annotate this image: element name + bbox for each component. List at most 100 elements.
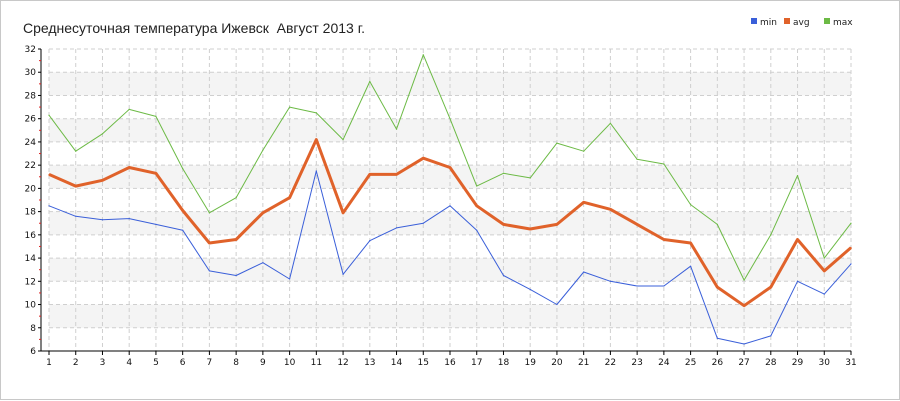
data-point-avg — [476, 205, 478, 207]
data-point-avg — [690, 242, 692, 244]
data-point-min — [342, 273, 344, 275]
data-point-min — [716, 337, 718, 339]
data-point-min — [743, 343, 745, 345]
y-tick-label: 6 — [30, 347, 36, 357]
data-point-min — [155, 223, 157, 225]
x-tick-label: 19 — [524, 358, 536, 368]
legend-label-max: max — [833, 18, 853, 28]
x-tick-label: 23 — [631, 358, 642, 368]
x-tick-label: 4 — [126, 358, 132, 368]
data-point-avg — [583, 201, 585, 203]
data-point-max — [422, 54, 424, 56]
data-point-min — [663, 285, 665, 287]
data-point-max — [476, 185, 478, 187]
data-point-avg — [342, 212, 344, 214]
y-tick-label: 20 — [25, 184, 37, 194]
data-point-max — [369, 80, 371, 83]
data-point-max — [155, 115, 157, 117]
data-point-min — [262, 262, 264, 264]
x-tick-label: 6 — [180, 358, 186, 368]
y-tick-label: 14 — [25, 254, 37, 264]
data-point-min — [422, 222, 424, 224]
y-tick-label: 24 — [25, 138, 37, 148]
legend-swatch-avg — [784, 18, 790, 24]
data-point-avg — [716, 286, 718, 288]
data-point-min — [289, 278, 291, 280]
data-point-avg — [609, 208, 612, 210]
x-tick-label: 5 — [153, 358, 159, 368]
data-point-max — [796, 175, 799, 177]
data-point-min — [315, 170, 317, 172]
data-point-min — [182, 229, 184, 231]
x-tick-label: 15 — [418, 358, 429, 368]
y-tick-label: 18 — [25, 208, 37, 218]
grid-band — [49, 211, 851, 235]
data-point-min — [101, 219, 104, 221]
data-point-avg — [395, 173, 398, 176]
x-tick-label: 18 — [498, 358, 510, 368]
data-point-min — [502, 274, 505, 277]
x-tick-label: 24 — [658, 358, 670, 368]
x-tick-label: 21 — [578, 358, 589, 368]
data-point-max — [128, 108, 130, 110]
legend-label-avg: avg — [793, 18, 810, 28]
data-point-min — [369, 240, 371, 242]
data-point-max — [556, 142, 558, 144]
x-tick-label: 28 — [765, 358, 777, 368]
legend-item-avg: avg — [784, 17, 810, 28]
data-point-max — [289, 106, 291, 108]
data-point-avg — [770, 286, 772, 288]
data-point-max — [743, 279, 745, 281]
data-point-min — [529, 288, 531, 291]
data-point-avg — [101, 179, 104, 181]
data-point-avg — [823, 270, 825, 272]
data-point-avg — [155, 172, 157, 174]
x-tick-label: 22 — [605, 358, 616, 368]
x-tick-label: 14 — [391, 358, 403, 368]
x-tick-label: 17 — [471, 358, 482, 368]
data-point-avg — [529, 228, 531, 230]
legend-label-min: min — [760, 18, 777, 28]
data-point-max — [262, 149, 264, 151]
y-tick-label: 10 — [25, 301, 37, 311]
data-point-max — [342, 139, 344, 141]
data-point-min — [395, 227, 398, 229]
y-tick-label: 28 — [25, 91, 37, 101]
y-tick-label: 26 — [25, 115, 37, 125]
y-tick-label: 22 — [25, 161, 36, 171]
chart-title: Среднесуточная температура Ижевск Август… — [23, 20, 365, 36]
legend-item-max: max — [824, 17, 853, 28]
data-point-avg — [556, 223, 558, 225]
data-point-min — [75, 215, 77, 217]
data-point-max — [315, 112, 317, 114]
data-point-max — [502, 172, 505, 174]
data-point-max — [716, 223, 718, 225]
data-point-avg — [422, 157, 424, 159]
data-point-max — [850, 222, 852, 224]
data-point-max — [101, 133, 104, 135]
y-tick-label: 30 — [25, 68, 37, 78]
x-tick-label: 27 — [738, 358, 749, 368]
data-point-avg — [128, 166, 130, 169]
y-tick-label: 32 — [25, 45, 36, 55]
legend-swatch-max — [824, 18, 830, 24]
data-point-min — [449, 205, 451, 207]
x-tick-label: 26 — [712, 358, 724, 368]
data-point-min — [770, 335, 772, 337]
data-point-avg — [663, 238, 665, 241]
x-tick-label: 2 — [73, 358, 79, 368]
x-tick-label: 9 — [260, 358, 266, 368]
x-tick-label: 8 — [233, 358, 239, 368]
data-point-min — [690, 265, 692, 267]
data-point-min — [128, 217, 130, 220]
data-point-avg — [743, 305, 745, 307]
data-point-min — [235, 274, 237, 277]
data-point-avg — [850, 247, 852, 249]
y-tick-label: 16 — [25, 231, 37, 241]
x-tick-label: 11 — [311, 358, 322, 368]
x-tick-label: 29 — [792, 358, 804, 368]
data-point-max — [395, 128, 398, 130]
x-tick-label: 30 — [819, 358, 831, 368]
